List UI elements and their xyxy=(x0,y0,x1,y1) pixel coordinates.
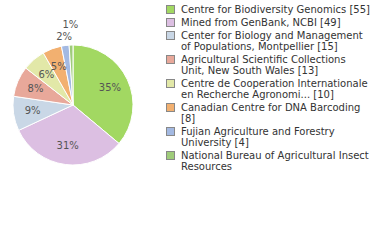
svg-text:35%: 35% xyxy=(99,82,121,93)
svg-text:31%: 31% xyxy=(57,140,79,151)
svg-text:1%: 1% xyxy=(62,19,78,30)
html-text:Center for Biology and Managem: Center for Biology and Management of Pop… xyxy=(181,30,363,52)
html-text:Fujian Agriculture and Forestr: Fujian Agriculture and Forestry Universi… xyxy=(181,126,335,148)
html-text:Mined from GenBank, NCBI [49]: Mined from GenBank, NCBI [49] xyxy=(181,17,341,28)
html-text:Centre for Biodiversity Genomi: Centre for Biodiversity Genomics [55] xyxy=(181,4,370,15)
html-text:Canadian Centre for DNA Barcod: Canadian Centre for DNA Barcoding [8] xyxy=(181,102,361,124)
svg-text:6%: 6% xyxy=(38,68,55,80)
svg-text:5%: 5% xyxy=(51,61,67,72)
svg-text:9%: 9% xyxy=(25,105,41,116)
html-text:Centre de Cooperation Internat: Centre de Cooperation Internationale en … xyxy=(181,78,368,100)
html-text:Agricultural Scientific Collec: Agricultural Scientific Collections Unit… xyxy=(181,54,346,76)
svg-text:2%: 2% xyxy=(56,31,72,42)
svg-text:8%: 8% xyxy=(28,83,44,94)
html-text:National Bureau of Agricultura: National Bureau of Agricultural Insect R… xyxy=(181,150,369,172)
